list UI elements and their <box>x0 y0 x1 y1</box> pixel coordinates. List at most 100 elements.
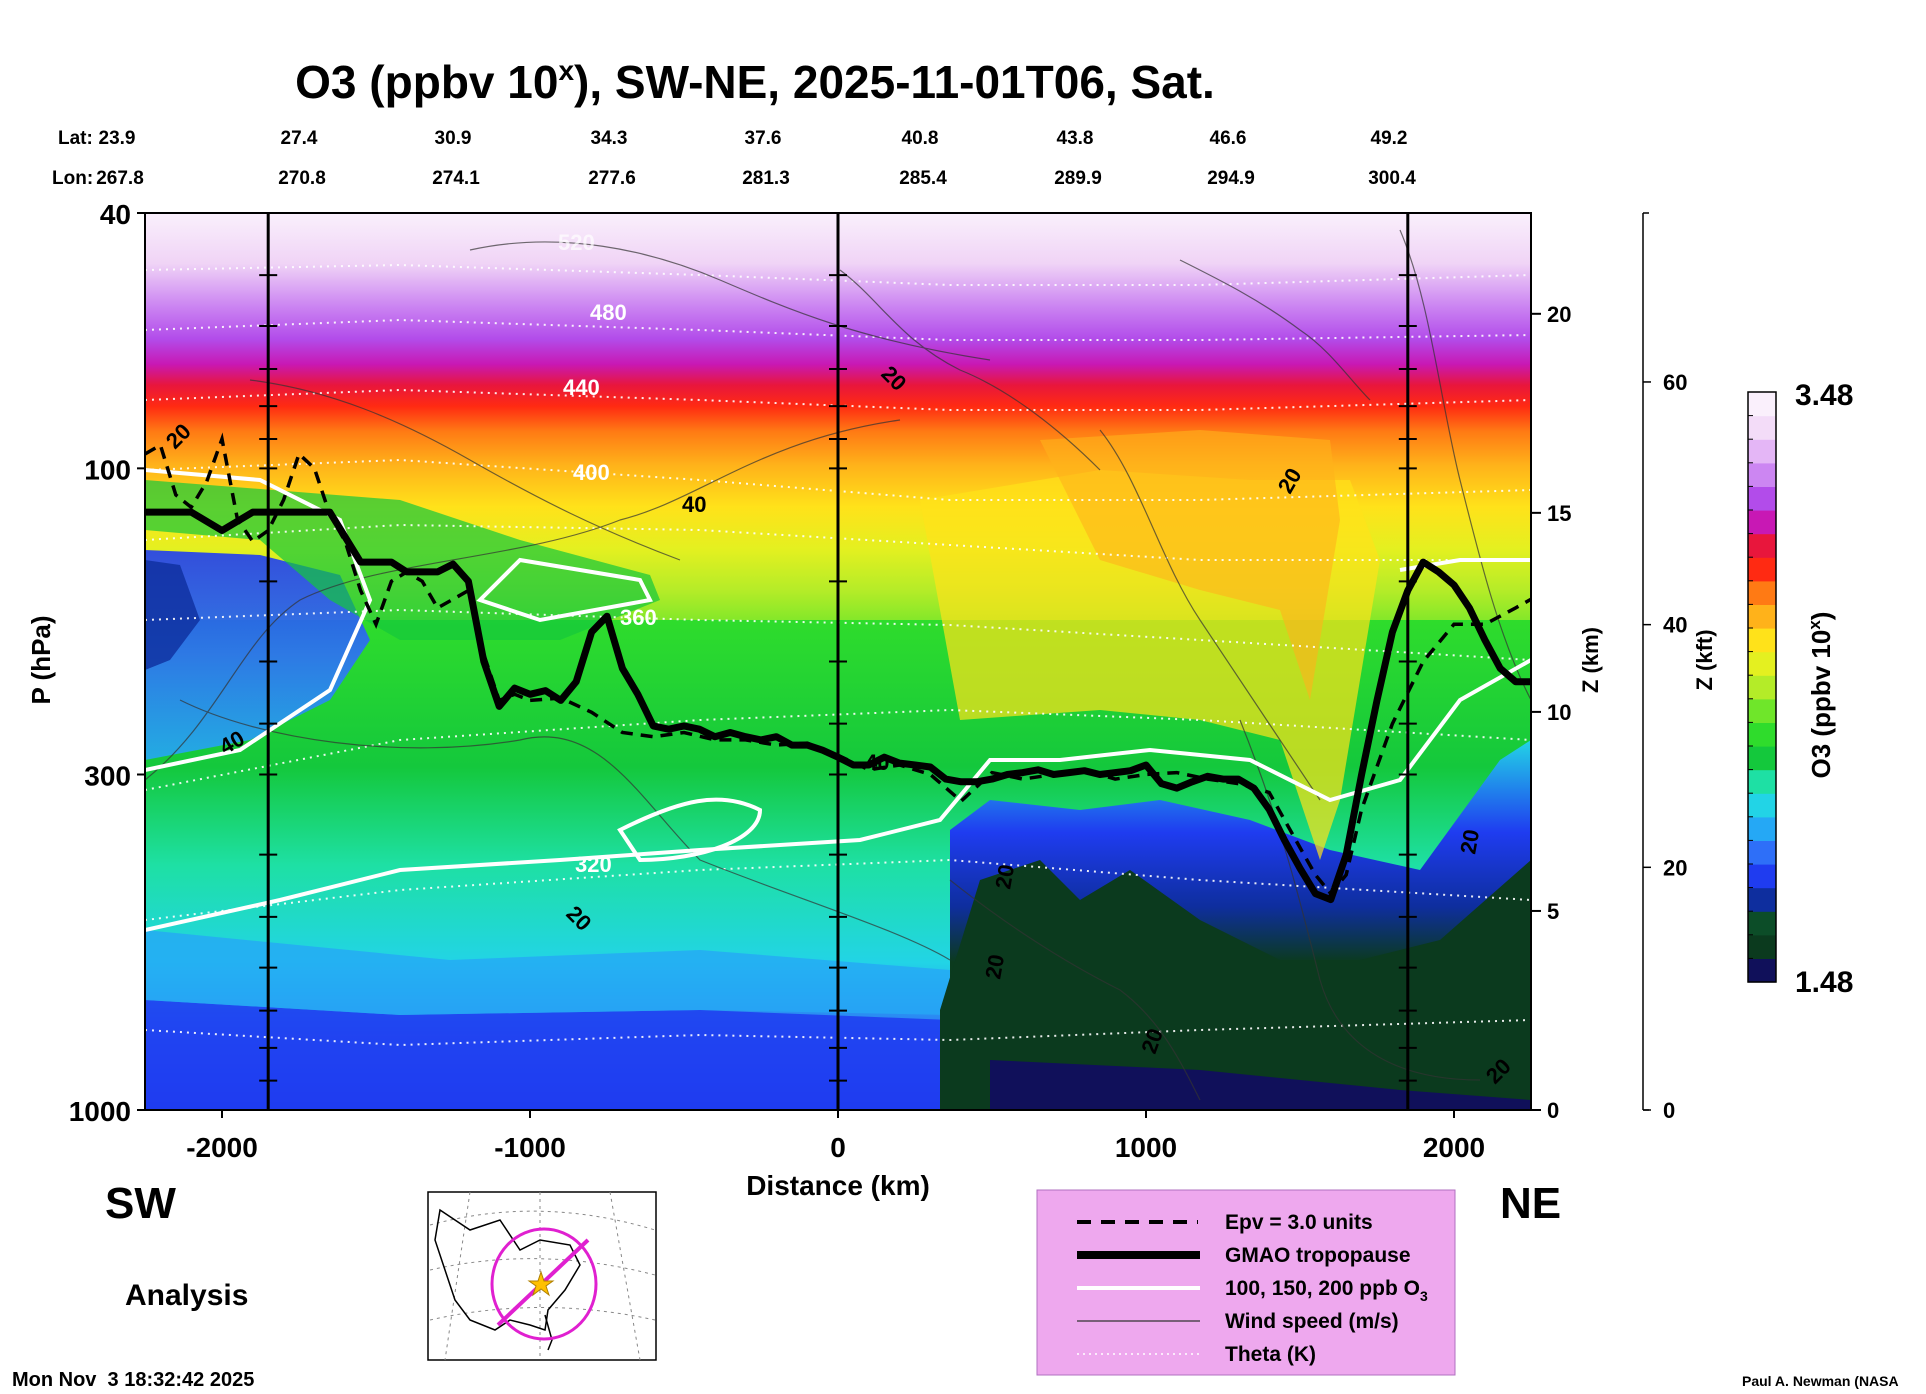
wind-label: 40 <box>865 750 889 775</box>
colorbar-swatch <box>1748 698 1776 723</box>
inset-circle <box>490 1227 598 1341</box>
colorbar-swatch <box>1748 604 1776 629</box>
theta-contour-labels: 320 360 400 440 480 520 <box>558 230 657 877</box>
z-km-label: Z (km) <box>1578 627 1603 693</box>
lon-value: 270.8 <box>278 168 326 189</box>
colorbar-swatch <box>1748 746 1776 771</box>
colorbar-swatch <box>1748 510 1776 535</box>
z-kft-label: Z (kft) <box>1692 629 1717 690</box>
lat-value: 37.6 <box>745 128 782 149</box>
epv-line <box>145 432 1531 897</box>
colorbar-label: O3 (ppbv 10x) <box>1805 612 1836 779</box>
lon-label: Lon: <box>52 168 93 189</box>
legend-label-tropopause: GMAO tropopause <box>1225 1244 1411 1267</box>
z-kft-tick-label: 60 <box>1663 370 1687 395</box>
lat-value: 49.2 <box>1371 128 1408 149</box>
colorbar-swatch <box>1748 439 1776 464</box>
inset-center-star <box>527 1270 555 1297</box>
z-km-tick-label: 0 <box>1547 1098 1559 1123</box>
colorbar-swatch <box>1748 722 1776 747</box>
colorbar-swatch <box>1748 486 1776 511</box>
x-axis: -2000 -1000 0 1000 2000 <box>186 1110 1485 1163</box>
colorbar-swatch <box>1748 934 1776 959</box>
lon-value: 289.9 <box>1054 168 1102 189</box>
colorbar-swatch <box>1748 958 1776 983</box>
wind-label: 20 <box>1455 827 1484 855</box>
lat-value: 30.9 <box>435 128 472 149</box>
z-km-tick-label: 20 <box>1547 302 1571 327</box>
legend-label-theta: Theta (K) <box>1225 1343 1316 1366</box>
west-dark-pocket <box>145 560 200 670</box>
y-tick-label: 100 <box>84 454 131 485</box>
lon-value: 267.8 <box>96 168 144 189</box>
lat-value: 43.8 <box>1057 128 1094 149</box>
colorbar-max: 3.48 <box>1795 379 1853 412</box>
theta-lines <box>145 263 1531 1047</box>
west-lower-blue <box>145 1000 950 1110</box>
y-axis-label: P (hPa) <box>26 615 56 704</box>
colorbar-swatch <box>1748 840 1776 865</box>
colorbar-swatch <box>1748 675 1776 700</box>
y-axis: 40 100 300 1000 <box>69 199 145 1127</box>
timestamp: Mon Nov 3 18:32:42 2025 <box>12 1369 254 1391</box>
x-axis-label: Distance (km) <box>746 1170 930 1201</box>
colorbar-swatch <box>1748 864 1776 889</box>
colorbar-swatch <box>1748 793 1776 818</box>
colorbar-swatch <box>1748 911 1776 936</box>
lat-value: 34.3 <box>591 128 628 149</box>
lat-lon-labels: 23.9 27.4 30.9 34.3 37.6 40.8 43.8 46.6 49.2 267.… <box>96 128 1416 189</box>
lon-value: 300.4 <box>1368 168 1416 189</box>
analysis-label: Analysis <box>125 1279 248 1312</box>
lat-label: Lat: <box>58 128 93 149</box>
legend: Epv = 3.0 units GMAO tropopause 100, 150… <box>1036 1189 1456 1376</box>
z-kft-tick-label: 0 <box>1663 1098 1675 1123</box>
chart-title: O3 (ppbv 10x), SW-NE, 2025-11-01T06, Sat… <box>295 55 1215 108</box>
colorbar-swatch <box>1748 462 1776 487</box>
x-tick-label: 1000 <box>1115 1132 1177 1163</box>
z-kft-tick-label: 20 <box>1663 855 1687 880</box>
inset-map <box>427 1191 657 1361</box>
y-tick-label: 40 <box>100 199 131 230</box>
colorbar-swatch <box>1748 628 1776 653</box>
colorbar-swatch <box>1748 651 1776 676</box>
lon-value: 294.9 <box>1207 168 1255 189</box>
wind-label: 20 <box>980 952 1009 980</box>
colorbar-swatch <box>1748 816 1776 841</box>
ne-label: NE <box>1500 1179 1561 1228</box>
x-tick-label: -2000 <box>186 1132 258 1163</box>
wind-label: 40 <box>682 492 706 517</box>
lat-value: 23.9 <box>99 128 136 149</box>
coastline-florida <box>544 1314 553 1351</box>
west-lower-cyan <box>145 930 950 1015</box>
east-dark-region <box>940 860 1531 1110</box>
lat-value: 27.4 <box>281 128 318 149</box>
section-lines <box>259 213 1417 1110</box>
lat-value: 46.6 <box>1210 128 1247 149</box>
z-kft-axis: 0 20 40 60 <box>1642 212 1687 1123</box>
lon-value: 277.6 <box>588 168 636 189</box>
east-navy-strip <box>990 1060 1531 1110</box>
x-tick-label: 0 <box>830 1132 846 1163</box>
colorbar-swatch <box>1748 533 1776 558</box>
west-blue-pocket <box>145 550 370 760</box>
legend-label-o3: 100, 150, 200 ppb O3 <box>1225 1277 1428 1304</box>
colorbar-swatch <box>1748 415 1776 440</box>
theta-label-400: 400 <box>573 460 610 485</box>
colorbar-swatch <box>1748 392 1776 417</box>
x-tick-label: -1000 <box>494 1132 566 1163</box>
y-tick-label: 1000 <box>69 1096 131 1127</box>
z-kft-tick-label: 40 <box>1663 613 1687 638</box>
colorbar <box>1747 391 1777 983</box>
o3-isolines <box>145 468 1531 932</box>
lat-value: 40.8 <box>902 128 939 149</box>
sw-label: SW <box>105 1179 176 1228</box>
theta-label-480: 480 <box>590 300 627 325</box>
x-tick-label: 2000 <box>1423 1132 1485 1163</box>
z-km-tick-label: 15 <box>1547 501 1571 526</box>
gmao-tropopause-line <box>145 508 1531 904</box>
theta-label-320: 320 <box>575 852 612 877</box>
theta-label-520: 520 <box>558 230 595 255</box>
legend-label-wind: Wind speed (m/s) <box>1225 1310 1399 1333</box>
colorbar-swatch <box>1748 557 1776 582</box>
